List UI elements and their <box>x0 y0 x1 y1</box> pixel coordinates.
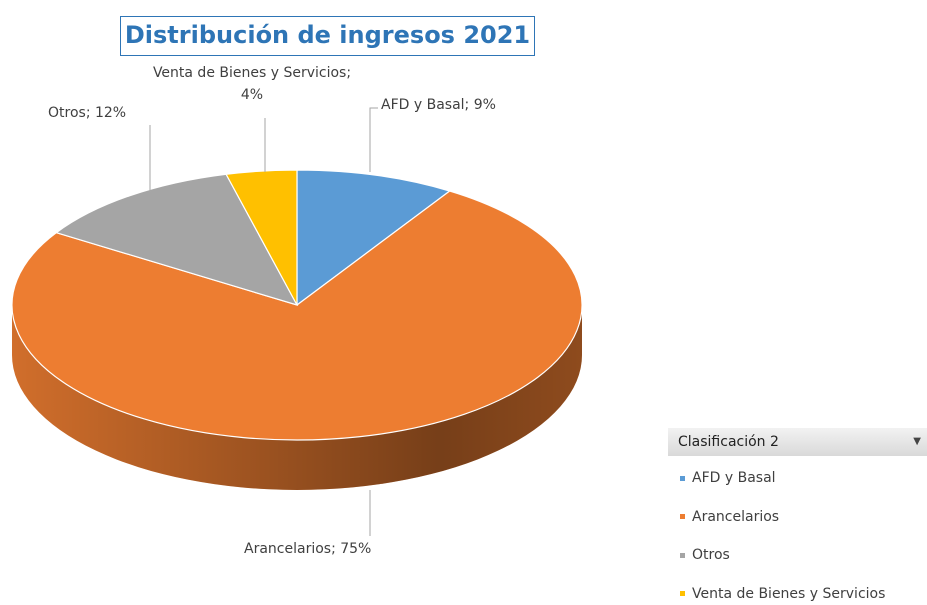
legend-entry: Arancelarios <box>680 507 779 527</box>
slice <box>296 169 452 307</box>
chart-title: Distribución de ingresos 2021 <box>120 16 535 56</box>
slice <box>225 169 298 306</box>
slice <box>55 173 299 306</box>
side-shade <box>12 305 582 490</box>
legend-swatch <box>680 552 685 558</box>
slice <box>11 190 583 441</box>
legend-swatch <box>680 475 685 481</box>
data-label: Arancelarios; 75% <box>244 541 372 557</box>
legend-entry: Venta de Bienes y Servicios <box>680 584 885 604</box>
legend-title-text: Clasificación 2 <box>678 434 779 450</box>
legend-entry: AFD y Basal <box>680 468 776 488</box>
legend-swatch <box>680 514 685 519</box>
dropdown-arrow[interactable]: ▼ <box>913 436 921 447</box>
legend-label: Otros <box>692 547 730 563</box>
legend-label: AFD y Basal <box>692 470 776 486</box>
data-label: Otros; 12% <box>48 105 127 121</box>
data-label: Venta de Bienes y Servicios; 4% <box>152 65 352 103</box>
legend-title: Clasificación 2 ▼ <box>668 428 927 456</box>
data-label: AFD y Basal; 9% <box>381 97 496 113</box>
leader-line <box>369 107 378 172</box>
legend-label: Arancelarios <box>692 508 780 525</box>
legend-swatch <box>680 591 685 596</box>
legend-entry: Otros <box>680 545 730 565</box>
legend-label: Venta de Bienes y Servicios <box>692 585 886 602</box>
